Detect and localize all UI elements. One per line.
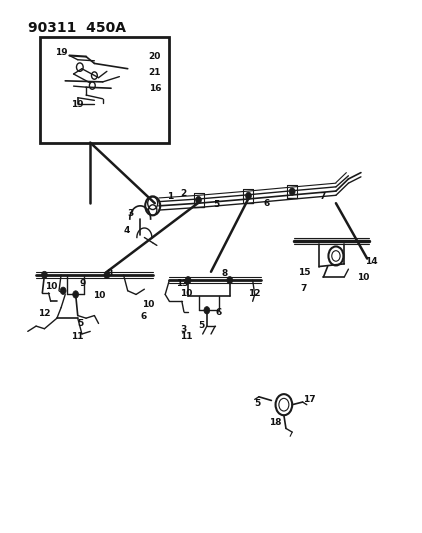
Text: 10: 10 [180,289,192,298]
Text: 1: 1 [167,192,173,201]
Circle shape [289,188,295,195]
Text: 3: 3 [181,325,187,334]
Text: 6: 6 [140,312,146,320]
Text: 17: 17 [303,395,315,404]
Text: 90311  450A: 90311 450A [28,21,126,35]
Text: 19: 19 [71,100,84,109]
Text: 7: 7 [319,192,326,201]
Text: 10: 10 [357,272,369,281]
Text: 7: 7 [300,284,307,293]
Text: 5: 5 [213,200,219,209]
Circle shape [195,196,201,204]
Text: 10: 10 [93,291,106,300]
Text: 21: 21 [149,68,161,77]
Text: 10: 10 [142,300,154,309]
Text: 19: 19 [55,49,68,58]
Text: 8: 8 [222,269,227,278]
Text: 6: 6 [215,309,222,318]
Text: 14: 14 [365,257,378,266]
Text: 20: 20 [149,52,161,61]
Circle shape [204,306,210,314]
Text: 11: 11 [180,332,192,341]
Bar [40,37,169,142]
Text: 11: 11 [71,332,84,341]
Circle shape [227,277,233,284]
Circle shape [41,271,47,279]
Text: 18: 18 [269,417,282,426]
Text: 6: 6 [263,199,269,208]
Text: 16: 16 [149,84,161,93]
Circle shape [73,291,78,298]
Circle shape [104,271,110,279]
Circle shape [185,277,191,284]
Text: 5: 5 [78,319,84,328]
Text: 12: 12 [249,289,261,298]
Text: 5: 5 [255,399,261,408]
Text: 12: 12 [38,310,51,319]
Text: 3: 3 [128,209,134,218]
Text: 4: 4 [123,226,130,235]
Text: 15: 15 [298,268,311,277]
Text: 9: 9 [80,279,86,288]
Text: 8: 8 [107,269,113,278]
Text: 10: 10 [45,281,57,290]
Text: 2: 2 [180,189,186,198]
Circle shape [246,192,252,199]
Text: 13: 13 [176,279,188,288]
Text: 5: 5 [198,321,205,330]
Circle shape [60,287,66,294]
